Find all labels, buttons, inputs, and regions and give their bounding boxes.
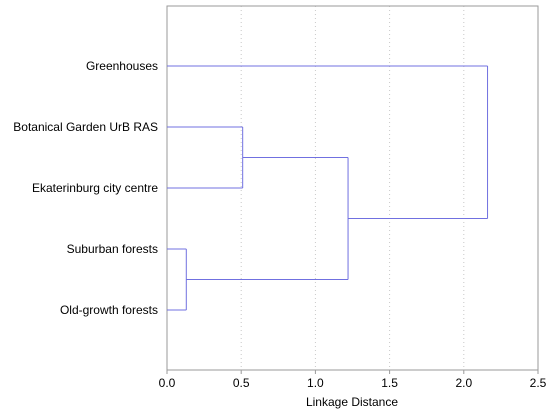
x-tick-label: 2.0 [455,376,472,390]
x-axis-tick-labels: 0.0 0.5 1.0 1.5 2.0 2.5 [159,376,547,390]
x-tick-label: 1.0 [307,376,324,390]
x-tick-label: 0.0 [159,376,176,390]
x-tick-label: 1.5 [381,376,398,390]
leaf-labels: Greenhouses Botanical Garden UrB RAS Ekate… [13,59,158,317]
x-axis-ticks [166,370,539,374]
x-axis-title: Linkage Distance [306,395,398,409]
leaf-label: Suburban forests [67,242,158,256]
leaf-label: Ekaterinburg city centre [32,181,158,195]
leaf-label: Greenhouses [86,59,158,73]
grid-lines [240,6,465,370]
x-tick-label: 2.5 [530,376,547,390]
x-tick-label: 0.5 [233,376,250,390]
leaf-label: Botanical Garden UrB RAS [13,120,158,134]
leaf-label: Old-growth forests [60,303,158,317]
dendrogram-links [167,65,489,311]
